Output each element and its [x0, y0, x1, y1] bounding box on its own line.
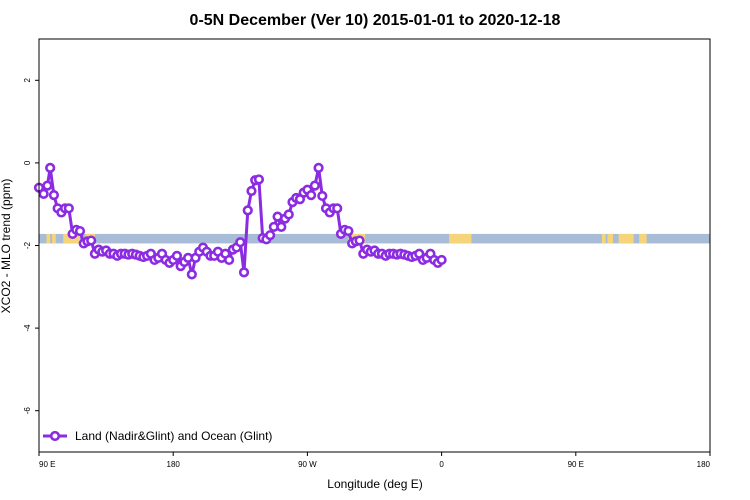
data-point [63, 203, 74, 214]
series-layer [33, 162, 447, 280]
data-point [246, 185, 257, 197]
data-point [276, 221, 287, 233]
data-point [235, 237, 246, 248]
y-tick-label: 2 [23, 78, 32, 83]
y-axis: 2 0 -2 -4 -6 [23, 78, 39, 415]
x-tick-label: 90 W [298, 460, 317, 469]
data-point [45, 162, 56, 173]
data-point [283, 209, 294, 220]
ocean-band [39, 233, 710, 244]
data-point [171, 250, 183, 261]
y-tick-label: -4 [23, 324, 32, 332]
data-point [48, 190, 60, 201]
land-segment [46, 233, 51, 244]
land-segment [449, 233, 472, 244]
y-tick-label: -2 [23, 241, 32, 249]
data-point [436, 254, 447, 266]
data-point [317, 190, 328, 202]
x-tick-label: 0 [439, 460, 444, 469]
data-point [332, 203, 343, 214]
data-point [309, 180, 320, 191]
data-point [265, 230, 276, 241]
land-segment [607, 233, 614, 244]
data-point [38, 188, 49, 199]
surface-type-band [39, 233, 710, 244]
x-tick-label: 180 [167, 460, 181, 469]
x-axis: 90 E 180 90 W 0 90 E 180 [38, 452, 711, 469]
data-point [343, 225, 354, 237]
land-segment [601, 233, 606, 244]
data-point [354, 235, 365, 246]
land-segment [618, 233, 634, 244]
y-tick-label: 0 [23, 160, 32, 165]
data-point [74, 225, 86, 237]
data-point [86, 235, 97, 246]
legend-marker-swatch [49, 430, 61, 442]
x-tick-label: 90 E [568, 460, 584, 469]
legend: Land (Nadir&Glint) and Ocean (Glint) [43, 429, 272, 443]
legend-entry-label: Land (Nadir&Glint) and Ocean (Glint) [75, 429, 272, 443]
y-tick-label: -6 [23, 407, 32, 415]
data-point [186, 269, 197, 280]
data-point [42, 180, 53, 191]
land-segment [639, 233, 647, 244]
x-tick-label: 90 E [39, 460, 55, 469]
land-segment [52, 233, 56, 244]
y-axis-label: XCO2 - MLO trend (ppm) [0, 179, 13, 314]
data-point [224, 254, 235, 266]
data-point [253, 174, 265, 185]
x-axis-label: Longitude (deg E) [327, 477, 422, 491]
x-tick-label: 180 [697, 460, 711, 469]
data-point [313, 162, 324, 173]
chart-title: 0-5N December (Ver 10) 2015-01-01 to 202… [190, 12, 561, 29]
data-point [238, 267, 250, 278]
data-point [306, 190, 317, 201]
data-point [242, 205, 253, 216]
